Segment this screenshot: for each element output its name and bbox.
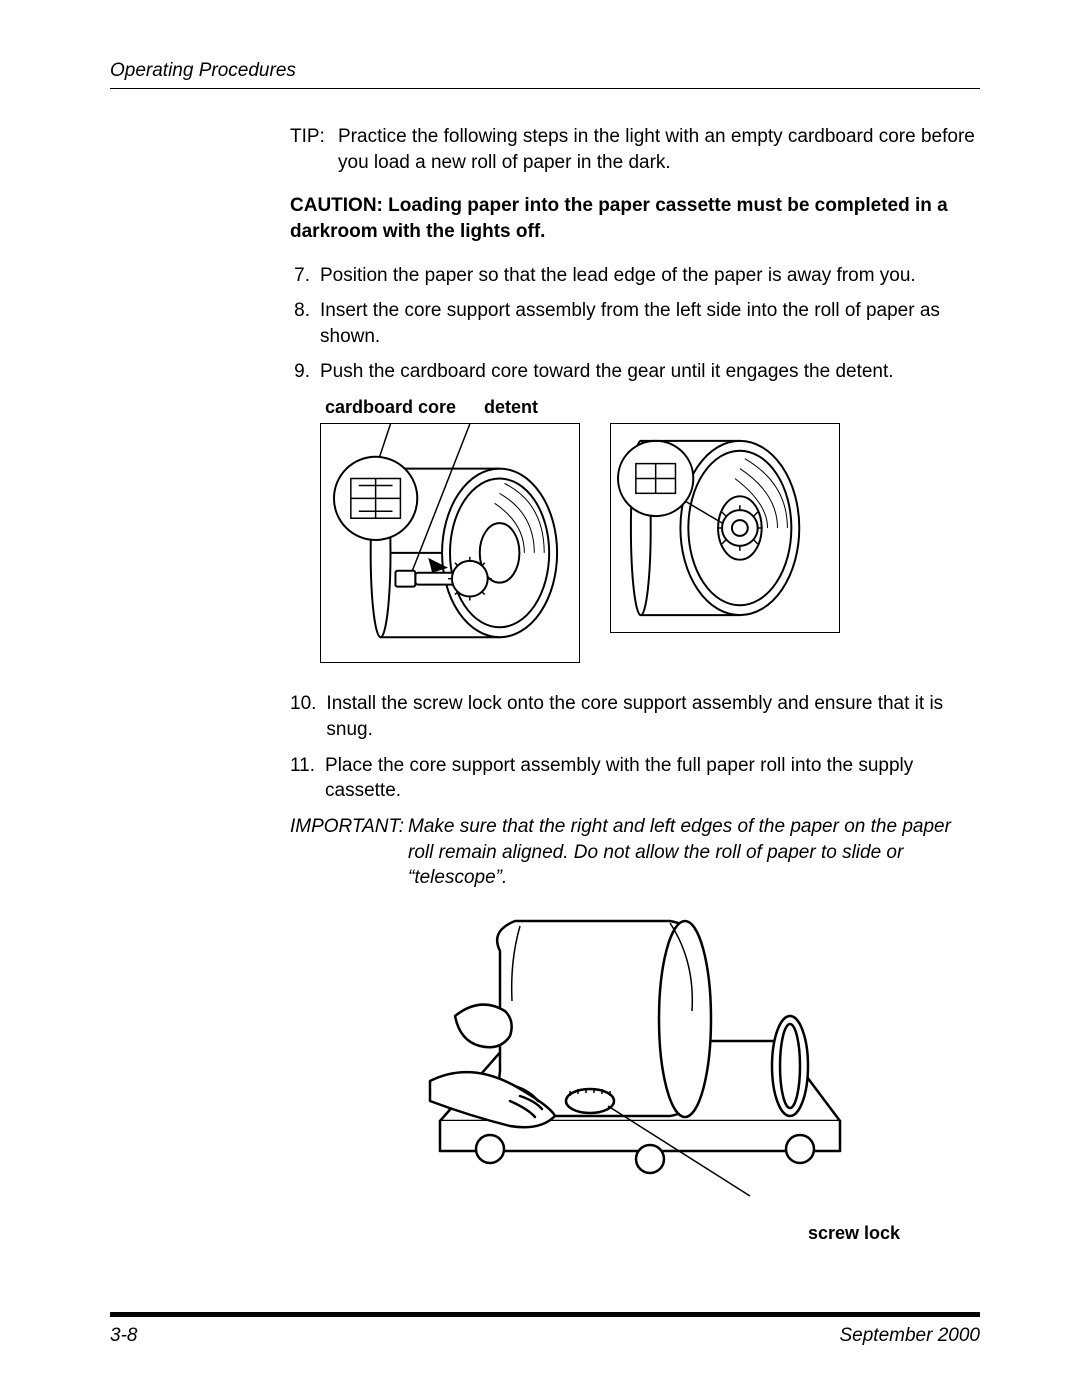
step-text: Install the screw lock onto the core sup… (326, 691, 980, 742)
step-text: Insert the core support assembly from th… (320, 298, 980, 349)
step-item: 11. Place the core support assembly with… (290, 753, 980, 804)
important-text: Make sure that the right and left edges … (408, 814, 980, 891)
page: Operating Procedures TIP: Practice the f… (0, 0, 1080, 1397)
important-label: IMPORTANT: (290, 814, 408, 891)
steps-list-a: 7. Position the paper so that the lead e… (290, 263, 980, 386)
step-item: 9. Push the cardboard core toward the ge… (290, 359, 980, 385)
footer-date: September 2000 (840, 1325, 981, 1347)
step-text: Place the core support assembly with the… (325, 753, 980, 804)
figure1-left-panel (320, 423, 580, 663)
header-rule: Operating Procedures (110, 60, 980, 89)
page-number: 3-8 (110, 1325, 137, 1347)
step-item: 10. Install the screw lock onto the core… (290, 691, 980, 742)
figure1 (290, 423, 980, 663)
caution-note: CAUTION: Loading paper into the paper ca… (290, 193, 980, 244)
figure2: screw lock (290, 901, 980, 1245)
steps-list-b: 10. Install the screw lock onto the core… (290, 691, 980, 804)
label-screw-lock: screw lock (420, 1221, 980, 1245)
step-number: 10. (290, 691, 326, 742)
figure1-labels: cardboard core detent (290, 395, 980, 419)
step-number: 11. (290, 753, 325, 804)
important-note: IMPORTANT: Make sure that the right and … (290, 814, 980, 891)
label-detent: detent (484, 395, 538, 419)
step-text: Push the cardboard core toward the gear … (320, 359, 980, 385)
step-item: 7. Position the paper so that the lead e… (290, 263, 980, 289)
tip-text: Practice the following steps in the ligh… (338, 124, 980, 175)
step-text: Position the paper so that the lead edge… (320, 263, 980, 289)
step-item: 8. Insert the core support assembly from… (290, 298, 980, 349)
content-block: TIP: Practice the following steps in the… (110, 124, 980, 1245)
label-cardboard-core: cardboard core (325, 395, 456, 419)
tip-label: TIP: (290, 124, 338, 175)
figure1-right-panel (610, 423, 840, 633)
tip: TIP: Practice the following steps in the… (290, 124, 980, 175)
footer-rule (110, 1312, 980, 1317)
step-number: 9. (290, 359, 320, 385)
header-title: Operating Procedures (110, 60, 296, 81)
step-number: 7. (290, 263, 320, 289)
step-number: 8. (290, 298, 320, 349)
figure2-illustration (420, 901, 860, 1211)
footer: 3-8 September 2000 (110, 1312, 980, 1347)
